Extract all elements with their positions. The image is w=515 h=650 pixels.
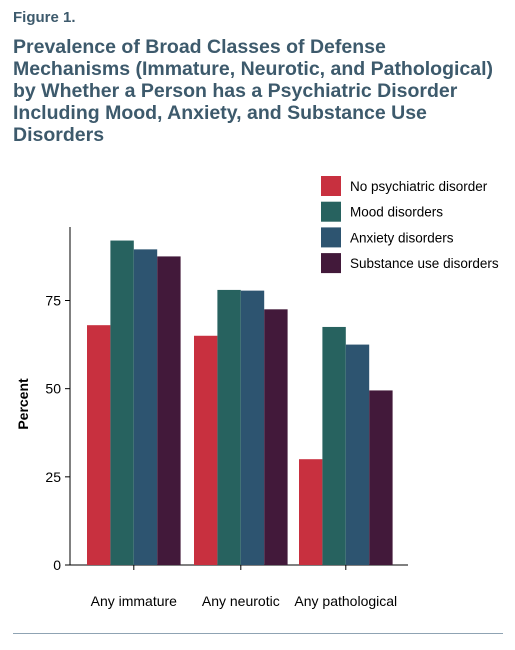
bar (194, 335, 218, 565)
bottom-divider (13, 633, 503, 634)
legend-swatch (321, 253, 341, 274)
bar (217, 289, 241, 565)
legend-label: Substance use disorders (350, 256, 499, 271)
legend-label: No psychiatric disorder (350, 179, 488, 194)
bar (87, 325, 111, 565)
x-tick-label: Any pathological (294, 593, 397, 609)
x-tick-label: Any immature (91, 593, 178, 609)
y-tick-label: 0 (53, 557, 61, 573)
y-tick-label: 75 (45, 293, 61, 309)
y-tick-label: 25 (45, 469, 61, 485)
legend-label: Mood disorders (350, 205, 443, 220)
y-axis-label: Percent (15, 378, 31, 430)
bar (133, 249, 158, 565)
bar (299, 459, 323, 565)
bar (157, 256, 181, 565)
bar (264, 309, 288, 565)
bar (322, 326, 346, 565)
legend-label: Anxiety disorders (350, 230, 454, 245)
x-tick-label: Any neurotic (202, 593, 280, 609)
legend-swatch (321, 227, 341, 248)
bar (369, 390, 393, 565)
legend-swatch (321, 176, 341, 196)
bar (110, 240, 134, 565)
bar (240, 290, 265, 565)
legend-swatch (321, 201, 341, 222)
bar (345, 344, 370, 565)
chart-title: Prevalence of Broad Classes of Defense M… (13, 36, 494, 146)
figure-label: Figure 1. (13, 9, 76, 26)
y-tick-label: 50 (45, 381, 61, 397)
